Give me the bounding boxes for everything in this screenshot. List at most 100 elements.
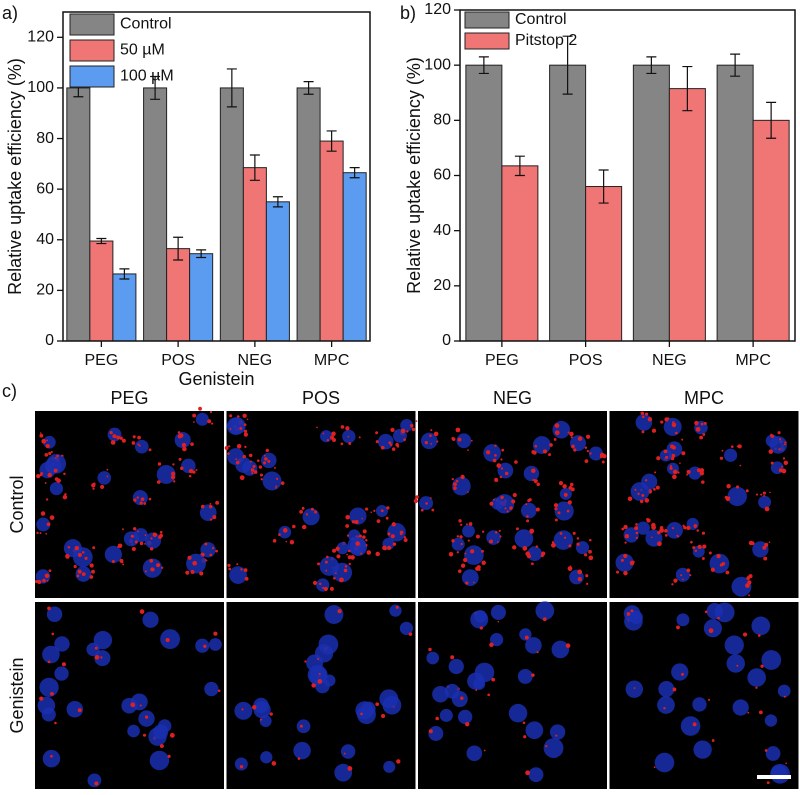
red-spot bbox=[403, 538, 408, 543]
red-spot bbox=[348, 562, 351, 566]
red-spot bbox=[110, 440, 116, 445]
red-spot bbox=[711, 739, 715, 742]
red-spot bbox=[512, 545, 517, 550]
red-spot bbox=[236, 563, 239, 566]
red-spot bbox=[499, 475, 503, 479]
y-tick-label: 40 bbox=[36, 231, 54, 248]
nucleus bbox=[467, 672, 485, 690]
red-spot bbox=[40, 511, 46, 516]
red-spot bbox=[699, 471, 705, 476]
nucleus bbox=[630, 482, 650, 501]
red-spot bbox=[645, 479, 648, 482]
red-spot bbox=[387, 545, 392, 551]
red-spot bbox=[589, 538, 592, 542]
red-spot bbox=[336, 554, 341, 559]
red-spot bbox=[415, 420, 418, 422]
red-spot bbox=[331, 588, 334, 591]
bar bbox=[89, 240, 114, 342]
red-spot bbox=[429, 497, 432, 499]
red-spot bbox=[190, 570, 195, 574]
red-spot bbox=[345, 514, 350, 520]
red-spot bbox=[362, 535, 366, 539]
red-spot bbox=[585, 574, 589, 578]
red-spot bbox=[236, 443, 242, 449]
red-spot bbox=[674, 431, 678, 435]
nucleus bbox=[520, 502, 537, 519]
red-spot bbox=[263, 454, 266, 457]
red-spot bbox=[577, 577, 582, 582]
legend-swatch bbox=[464, 32, 510, 50]
red-spot bbox=[50, 450, 53, 454]
nucleus bbox=[204, 681, 219, 697]
red-spot bbox=[244, 445, 247, 449]
nucleus bbox=[588, 446, 603, 461]
red-spot bbox=[736, 664, 739, 667]
red-spot bbox=[81, 551, 85, 554]
nucleus bbox=[483, 444, 501, 462]
red-spot bbox=[701, 531, 706, 535]
red-spot bbox=[366, 550, 372, 555]
bar bbox=[242, 167, 267, 342]
nucleus bbox=[458, 709, 473, 725]
row-label: Genistein bbox=[7, 657, 27, 733]
red-spot bbox=[395, 605, 399, 609]
red-spot bbox=[157, 462, 162, 466]
red-spot bbox=[686, 469, 691, 474]
red-spot bbox=[565, 643, 571, 648]
red-spot bbox=[630, 609, 634, 613]
nucleus bbox=[777, 684, 791, 698]
red-spot bbox=[542, 449, 548, 454]
nucleus bbox=[747, 668, 766, 687]
red-spot bbox=[460, 474, 465, 480]
red-spot bbox=[559, 532, 563, 535]
red-spot bbox=[498, 529, 501, 533]
red-spot bbox=[156, 563, 161, 568]
red-spot bbox=[424, 440, 428, 445]
red-spot bbox=[742, 632, 748, 637]
red-spot bbox=[747, 575, 750, 578]
red-spot bbox=[768, 449, 773, 454]
red-spot bbox=[272, 539, 277, 543]
red-spot bbox=[144, 534, 147, 536]
red-spot bbox=[748, 574, 753, 579]
red-spot bbox=[139, 501, 143, 505]
red-spot bbox=[554, 507, 558, 511]
red-spot bbox=[258, 465, 263, 469]
red-spot bbox=[764, 749, 768, 752]
red-spot bbox=[81, 572, 86, 577]
red-spot bbox=[241, 708, 244, 711]
red-spot bbox=[569, 431, 574, 437]
error-bar bbox=[272, 196, 283, 208]
nucleus bbox=[714, 602, 735, 623]
nucleus bbox=[523, 465, 540, 482]
nucleus bbox=[731, 576, 752, 597]
red-spot bbox=[527, 499, 531, 503]
red-spot bbox=[682, 578, 684, 581]
red-spot bbox=[522, 721, 526, 725]
red-spot bbox=[553, 503, 559, 508]
red-spot bbox=[375, 440, 379, 444]
red-spot bbox=[148, 448, 152, 452]
red-spot bbox=[655, 485, 660, 490]
red-spot bbox=[149, 547, 154, 551]
red-spot bbox=[524, 635, 529, 640]
y-tick-label: 0 bbox=[442, 332, 451, 349]
red-spot bbox=[318, 672, 321, 675]
error-bar bbox=[303, 80, 314, 95]
red-spot bbox=[170, 475, 176, 480]
red-spot bbox=[64, 493, 67, 496]
red-spot bbox=[326, 439, 329, 442]
red-spot bbox=[760, 664, 764, 668]
red-spot bbox=[111, 560, 115, 564]
red-spot bbox=[48, 569, 52, 573]
red-spot bbox=[494, 454, 497, 457]
red-spot bbox=[692, 546, 696, 550]
error-bar bbox=[173, 236, 184, 261]
nucleus bbox=[228, 417, 246, 435]
error-bar bbox=[349, 167, 360, 179]
red-spot bbox=[188, 468, 194, 474]
panel-label: b) bbox=[400, 3, 416, 23]
red-spot bbox=[209, 503, 212, 505]
red-spot bbox=[243, 568, 248, 573]
red-spot bbox=[391, 522, 396, 527]
